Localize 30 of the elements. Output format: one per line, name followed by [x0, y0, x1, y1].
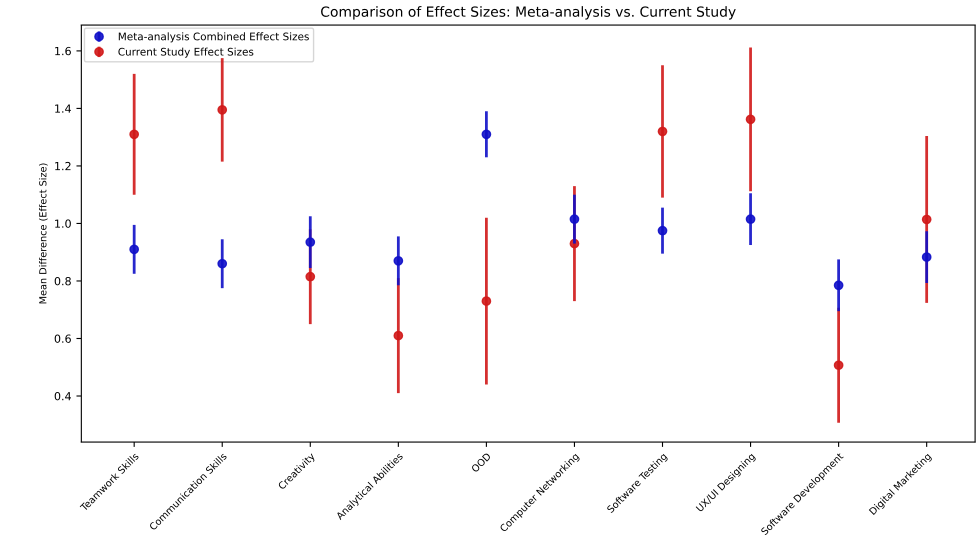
point [922, 252, 932, 262]
point [834, 360, 844, 370]
point [305, 272, 316, 282]
point [746, 214, 756, 224]
point [482, 129, 492, 140]
point [570, 214, 580, 224]
point [393, 330, 404, 340]
y-axis-title: Mean Difference (Effect Size) [38, 164, 48, 304]
point [834, 280, 844, 290]
point [217, 258, 228, 269]
legend-label: Meta-analysis Combined Effect Sizes [118, 32, 309, 42]
y-tick-label: 1.0 [55, 219, 71, 228]
y-tick-label: 0.8 [54, 276, 71, 286]
y-tick-label: 1.2 [55, 162, 71, 170]
point [482, 296, 492, 306]
point [658, 126, 668, 136]
point [393, 256, 404, 266]
point [129, 129, 140, 140]
y-tick-label: 0.4 [54, 392, 71, 400]
y-tick-label: 1.6 [55, 46, 71, 56]
y-tick-label: 1.4 [55, 104, 71, 113]
y-tick-label: 0.6 [54, 334, 71, 343]
point [305, 237, 316, 248]
point [922, 214, 932, 224]
chart-title: Comparison of Effect Sizes: Meta-analysis vs. Current Study [321, 6, 736, 20]
point [217, 104, 228, 115]
legend-label: Current Study Effect Sizes [118, 48, 254, 58]
point [129, 244, 140, 254]
point [746, 114, 756, 124]
point [658, 226, 668, 236]
